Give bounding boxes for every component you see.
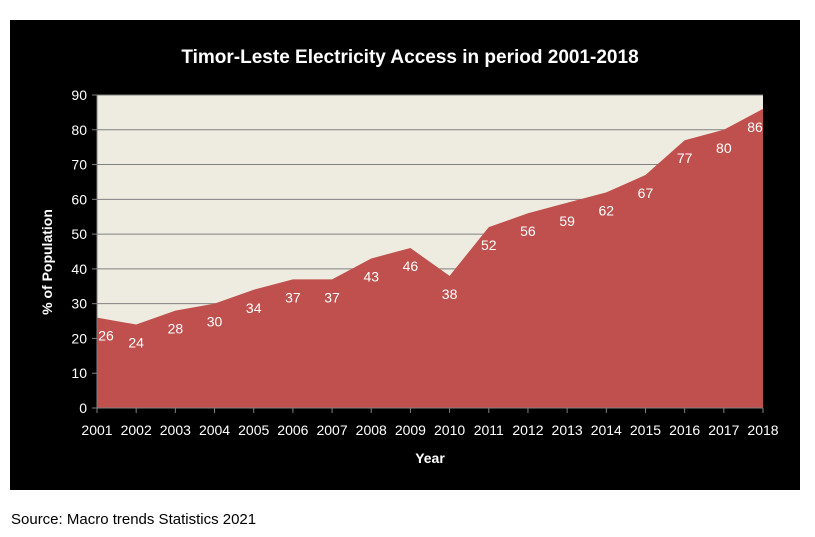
x-axis-title: Year (415, 450, 445, 466)
y-tick-label: 60 (71, 191, 87, 207)
data-label: 56 (520, 223, 536, 239)
data-label: 59 (559, 213, 575, 229)
chart-title: Timor-Leste Electricity Access in period… (181, 47, 638, 68)
x-tick-label: 2008 (356, 422, 387, 438)
x-tick-label: 2015 (630, 422, 661, 438)
data-label: 46 (403, 258, 419, 274)
y-tick-label: 20 (71, 330, 87, 346)
x-tick-label: 2010 (434, 422, 465, 438)
data-label: 80 (716, 140, 732, 156)
y-tick-label: 0 (79, 400, 87, 416)
axes: 0 10 20 30 40 50 60 70 80 90 2001 2002 2003 2004 2005 2… (71, 87, 778, 438)
y-tick-label: 10 (71, 365, 87, 381)
x-tick-label: 2001 (81, 422, 112, 438)
data-label: 34 (246, 300, 262, 316)
y-tick-label: 40 (71, 261, 87, 277)
y-tick-label: 70 (71, 157, 87, 173)
y-axis-title: % of Population (39, 209, 55, 315)
x-tick-label: 2017 (708, 422, 739, 438)
x-tick-label: 2016 (669, 422, 700, 438)
area-series (97, 108, 763, 409)
data-label: 30 (207, 314, 223, 330)
data-labels: 26 24 28 30 34 37 37 43 46 38 52 56 59 62 67 77 80 86 (98, 119, 763, 351)
data-label: 38 (442, 286, 458, 302)
x-tick-label: 2012 (512, 422, 543, 438)
x-tick-label: 2003 (160, 422, 191, 438)
data-label: 24 (128, 335, 144, 351)
data-label: 86 (747, 119, 763, 135)
y-tick-label: 80 (71, 122, 87, 138)
x-tick-label: 2018 (747, 422, 778, 438)
x-tick-label: 2006 (277, 422, 308, 438)
data-label: 43 (363, 268, 379, 284)
x-tick-label: 2005 (238, 422, 269, 438)
source-note: Source: Macro trends Statistics 2021 (11, 511, 257, 528)
x-tick-label: 2011 (474, 422, 504, 438)
x-tick-label: 2009 (395, 422, 426, 438)
area-chart: Timor-Leste Electricity Access in period… (39, 47, 779, 466)
x-tick-label: 2002 (121, 422, 152, 438)
data-label: 37 (285, 289, 301, 305)
data-label: 62 (599, 202, 615, 218)
y-tick-label: 30 (71, 296, 87, 312)
x-tick-label: 2013 (552, 422, 583, 438)
x-tick-label: 2014 (591, 422, 622, 438)
data-label: 26 (98, 328, 114, 344)
x-tick-label: 2004 (199, 422, 230, 438)
data-label: 77 (677, 150, 693, 166)
x-tick-label: 2007 (316, 422, 347, 438)
data-label: 28 (168, 321, 184, 337)
data-label: 52 (481, 237, 497, 253)
y-tick-label: 90 (71, 87, 87, 103)
chart-frame: Timor-Leste Electricity Access in period… (10, 20, 800, 490)
data-label: 67 (638, 185, 654, 201)
data-label: 37 (324, 289, 340, 305)
y-tick-label: 50 (71, 226, 87, 242)
